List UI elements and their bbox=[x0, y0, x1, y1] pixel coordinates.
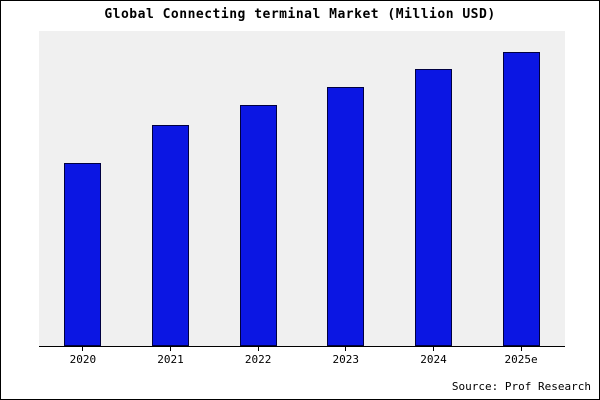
chart-title: Global Connecting terminal Market (Milli… bbox=[104, 7, 496, 22]
bar-2025e bbox=[502, 51, 540, 346]
x-tick-label: 2025e bbox=[503, 347, 540, 369]
x-tick-text: 2020 bbox=[69, 353, 97, 366]
bars bbox=[39, 31, 565, 346]
x-tick-text: 2022 bbox=[244, 353, 272, 366]
bar-2022 bbox=[239, 104, 277, 346]
bar-2023 bbox=[327, 86, 365, 346]
x-tick-text: 2025e bbox=[504, 353, 538, 366]
x-tick-label: 2023 bbox=[327, 347, 364, 369]
plot-area bbox=[39, 31, 565, 347]
x-tick-text: 2023 bbox=[332, 353, 360, 366]
x-tick-label: 2022 bbox=[240, 347, 277, 369]
x-tick-text: 2024 bbox=[420, 353, 447, 366]
x-tick-label: 2024 bbox=[415, 347, 452, 369]
bar-2020 bbox=[64, 163, 102, 346]
x-tick-label: 2021 bbox=[152, 347, 189, 369]
tick-mark bbox=[169, 347, 171, 351]
bar-2021 bbox=[151, 125, 189, 346]
tick-mark bbox=[345, 347, 347, 351]
source-credit: Source: Prof Research bbox=[451, 380, 591, 393]
tick-mark bbox=[82, 347, 84, 351]
bar-2024 bbox=[414, 69, 452, 346]
tick-mark bbox=[257, 347, 259, 351]
x-labels: 2020 2021 2022 2023 2024 2025e bbox=[39, 347, 565, 369]
x-tick-label: 2020 bbox=[64, 347, 101, 369]
tick-mark bbox=[432, 347, 434, 351]
x-tick-text: 2021 bbox=[157, 353, 184, 366]
tick-mark bbox=[520, 347, 522, 351]
